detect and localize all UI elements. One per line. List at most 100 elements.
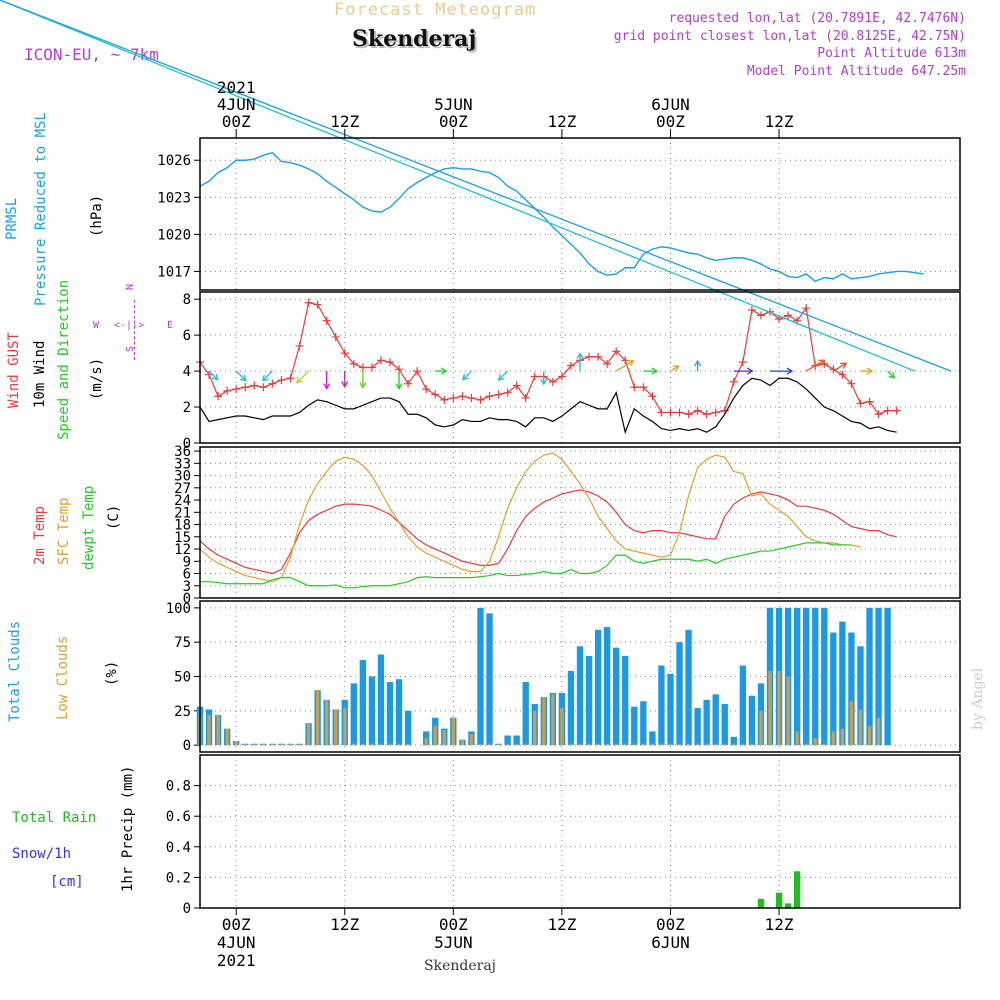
- wind-arrow-head: [296, 376, 303, 384]
- compass-glyph: <-|->: [114, 320, 145, 331]
- y-tick-label: 75: [174, 635, 191, 651]
- snow-legend: Snow/1h: [12, 846, 72, 862]
- wind-arrow-head: [576, 352, 584, 359]
- low-clouds-bar: [714, 743, 718, 746]
- gust-marker: [376, 356, 385, 365]
- panel-frame: [199, 291, 961, 444]
- low-clouds-bar: [650, 743, 655, 746]
- wind-direction-arrow: [235, 370, 247, 382]
- top-date-label: 6JUN: [651, 95, 690, 114]
- model-label: ICON-EU, ~ 7km: [24, 45, 159, 64]
- total-clouds-label: Total Clouds: [7, 620, 23, 722]
- product-title: Forecast Meteogram: [334, 0, 537, 20]
- gust-marker: [666, 408, 675, 417]
- compass-w: W: [93, 320, 100, 331]
- wind-arrow-head: [818, 359, 826, 366]
- bottom-hour-label: 12Z: [547, 915, 576, 934]
- low-clouds-bar: [533, 710, 537, 746]
- low-clouds-bar: [515, 743, 519, 746]
- gust-marker: [458, 392, 467, 401]
- total-clouds-bar: [721, 703, 728, 746]
- wind-arrow-head: [261, 374, 269, 382]
- gust-marker: [729, 377, 738, 386]
- low-clouds-bar: [732, 743, 736, 746]
- total-clouds-bar: [739, 665, 747, 746]
- wind-arrow-head: [672, 365, 680, 372]
- rain-bar: [775, 892, 783, 908]
- bottom-hour-label: 12Z: [330, 915, 359, 934]
- closest-coords: grid point closest lon,lat (20.8125E, 42…: [613, 29, 966, 44]
- y-tick-label: 6: [183, 567, 191, 583]
- gust-marker: [603, 359, 612, 368]
- low-clouds-bar: [795, 731, 799, 746]
- wind-arrow-head: [341, 381, 349, 388]
- gust-marker: [322, 316, 331, 325]
- bottom-hour-label: 00Z: [439, 915, 468, 934]
- compass-rose-icon: [134, 300, 137, 360]
- gust-marker: [639, 383, 648, 392]
- gust-marker: [259, 383, 268, 392]
- credit-watermark: by Angel: [970, 667, 986, 730]
- gust-marker: [521, 394, 530, 403]
- wind-arrow-head: [440, 367, 448, 375]
- total-clouds-bar: [395, 679, 403, 746]
- low-clouds-bar: [768, 671, 772, 746]
- panel-frame: [199, 600, 961, 753]
- y-tick-label: 24: [174, 493, 191, 509]
- gust-marker: [874, 410, 883, 419]
- gust-marker: [449, 394, 458, 403]
- total-clouds-bar: [793, 607, 801, 746]
- low-clouds-bar: [406, 743, 410, 746]
- gust-marker: [485, 392, 494, 401]
- total-clouds-bar: [658, 665, 665, 746]
- gust-marker: [386, 358, 394, 367]
- top-hour-label: 00Z: [222, 112, 251, 131]
- gust-marker: [738, 358, 747, 367]
- panel-frame: [199, 754, 961, 909]
- gust-marker: [747, 305, 756, 314]
- total-clouds-bar: [585, 655, 593, 746]
- low-clouds-bar: [578, 743, 582, 746]
- dewpt-label: dewpt Temp: [81, 485, 97, 570]
- low-clouds-bar: [225, 728, 229, 746]
- total-clouds-bar: [350, 683, 357, 746]
- wind-direction-arrow: [832, 362, 847, 372]
- y-tick-label: 9: [183, 554, 191, 570]
- gust-marker: [530, 372, 539, 381]
- gust-marker: [349, 359, 358, 368]
- low-clouds-bar: [252, 743, 256, 746]
- y-tick-label: 1017: [157, 264, 191, 280]
- low-clouds-bar: [596, 743, 600, 746]
- y-tick-label: 1023: [157, 190, 191, 206]
- total-clouds-bar: [830, 632, 837, 746]
- low-clouds-bar: [297, 743, 302, 746]
- total-clouds-bar: [504, 735, 511, 746]
- low-clouds-bar: [632, 743, 636, 746]
- total-clouds-bar: [730, 736, 737, 746]
- wind-line: [199, 377, 897, 435]
- top-date-label: 4JUN: [217, 95, 256, 114]
- low-clouds-bar: [695, 743, 700, 746]
- top-hour-label: 12Z: [765, 112, 794, 131]
- gust-marker: [404, 379, 413, 388]
- low-clouds-bar: [424, 738, 428, 746]
- low-clouds-bar: [343, 708, 347, 746]
- wind-direction-arrow: [887, 370, 895, 379]
- t2m-line: [199, 489, 897, 575]
- low-clouds-bar: [524, 743, 528, 746]
- y-tick-label: 50: [174, 670, 191, 686]
- snow-unit: [cm]: [50, 874, 84, 890]
- low-clouds-bar: [750, 743, 754, 746]
- prmsl-line: [199, 152, 924, 283]
- low-clouds-bar: [840, 728, 845, 746]
- panel-frame: [199, 446, 961, 599]
- compass-n: N: [125, 283, 136, 290]
- low-clouds-bar: [315, 690, 320, 746]
- gust-marker: [340, 349, 349, 358]
- low-clouds-bar: [460, 739, 465, 746]
- total-clouds-bar: [821, 607, 828, 746]
- low-clouds-bar: [723, 743, 727, 746]
- low-clouds-bar: [397, 743, 401, 746]
- y-tick-label: 0: [183, 591, 191, 607]
